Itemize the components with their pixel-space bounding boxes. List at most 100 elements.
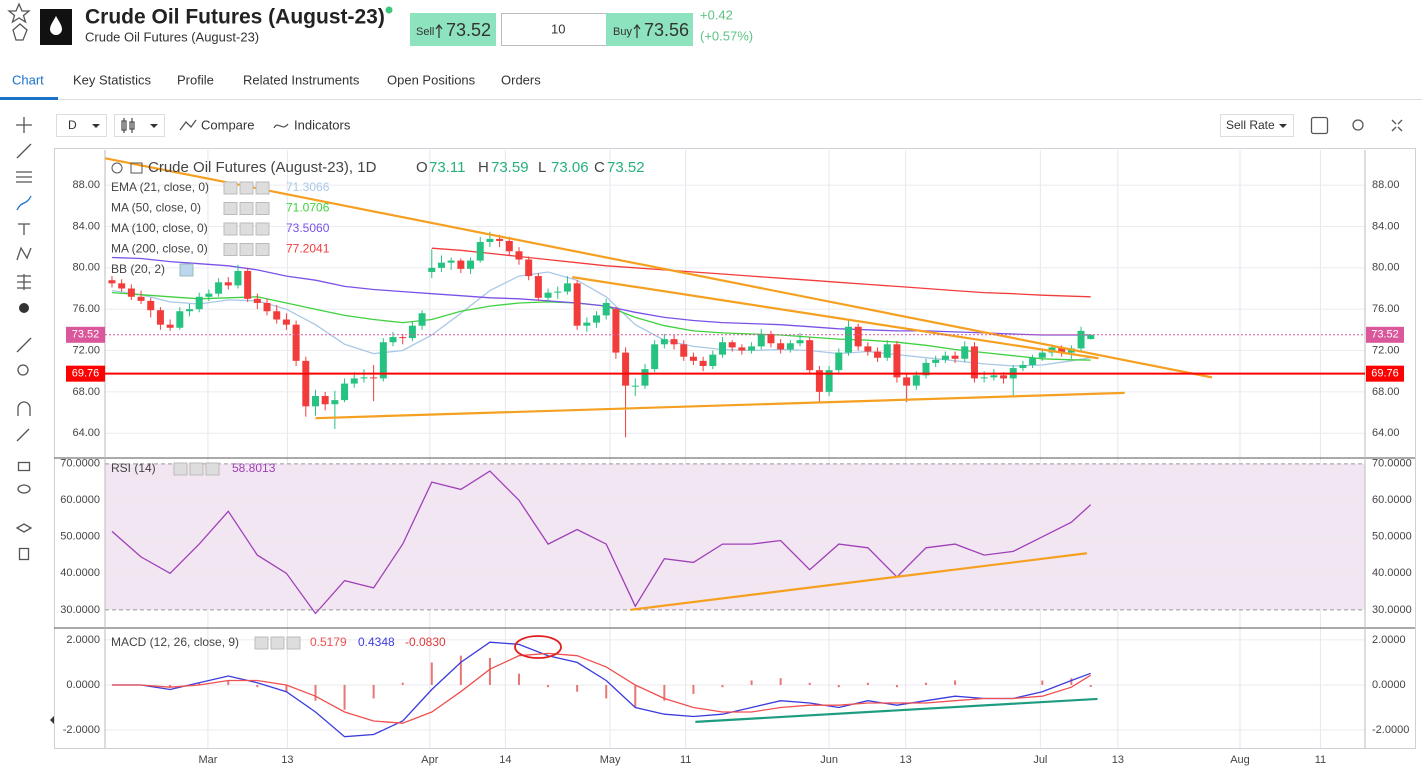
legend-control — [205, 462, 220, 476]
ohlc-key: C — [594, 159, 605, 176]
chart-title: Crude Oil Futures (August-23), 1D — [148, 159, 377, 176]
rate-select[interactable] — [1220, 114, 1294, 137]
candle-body — [525, 259, 533, 277]
tool-fib[interactable] — [16, 171, 32, 183]
indicators-icon — [273, 123, 289, 129]
price-change-pct: (+0.57%) — [700, 28, 753, 43]
indicator-line — [111, 470, 1092, 615]
price-label: 69.76 — [1371, 368, 1399, 380]
tab[interactable]: Open Positions — [387, 72, 476, 87]
histogram-bar — [576, 684, 579, 692]
candle-body — [893, 344, 901, 378]
tool-layers[interactable] — [15, 523, 33, 533]
instrument-title: Crude Oil Futures (August-23) — [85, 6, 385, 29]
ohlc-value: 73.52 — [607, 159, 645, 176]
price-label-box — [1366, 326, 1404, 343]
candle-body — [835, 352, 843, 371]
indicators-button[interactable]: Indicators — [294, 117, 351, 132]
candle-body — [147, 300, 155, 311]
candle-body — [961, 346, 969, 359]
ohlc-value: 73.59 — [491, 159, 529, 176]
trendline — [315, 391, 1125, 420]
candle-body — [680, 344, 688, 357]
tab[interactable]: Orders — [501, 72, 541, 87]
trendline — [572, 276, 1099, 360]
candle-body — [137, 296, 145, 301]
tool-pattern[interactable] — [16, 246, 32, 261]
tool-lock[interactable] — [17, 461, 31, 472]
histogram-bar — [227, 680, 230, 685]
candle-body — [302, 360, 310, 407]
histogram-bar — [1070, 678, 1073, 685]
price-label: 69.76 — [72, 368, 100, 380]
tool-help[interactable] — [19, 303, 29, 313]
y-tick-label-left: 30.0000 — [60, 604, 100, 616]
candle-body — [670, 339, 678, 345]
collapse-arrow[interactable] — [50, 716, 54, 724]
candle-body — [874, 351, 882, 358]
histogram-bar — [1041, 680, 1044, 685]
tool-crosshair[interactable] — [16, 117, 32, 133]
indicator-line — [431, 247, 1091, 298]
candle-body — [486, 238, 494, 242]
tool-visibility[interactable] — [17, 484, 31, 494]
instrument-subtitle: Crude Oil Futures (August-23) — [85, 29, 259, 44]
interval-select[interactable] — [56, 114, 107, 137]
x-tick-label: 13 — [1112, 754, 1124, 766]
tool-zoom[interactable] — [17, 364, 29, 376]
trendline — [695, 697, 1098, 723]
tool-trendline[interactable] — [16, 143, 32, 159]
candle-body — [806, 340, 814, 371]
tool-lock-drawing[interactable] — [16, 428, 30, 442]
candle-body — [108, 280, 116, 284]
legend-control — [255, 202, 270, 215]
candle-body — [777, 343, 785, 350]
histogram-bar — [750, 680, 753, 685]
candle-body — [583, 322, 591, 326]
chart-area: Mar 13 Apr 14 May 11 Jun 13 Jul 13 Aug 11 64.00 64.00… — [54, 150, 1415, 766]
tool-text[interactable] — [18, 223, 30, 235]
candle-body — [641, 369, 649, 386]
x-tick-label: 13 — [900, 754, 912, 766]
tab[interactable]: Related Instruments — [243, 72, 360, 87]
compare-icon — [179, 119, 197, 131]
tool-magnet[interactable] — [17, 401, 31, 416]
legend-control — [255, 181, 270, 195]
legend-control — [270, 636, 285, 650]
candle-body — [166, 324, 174, 328]
histogram-bar — [285, 684, 288, 692]
candle-body — [544, 292, 552, 298]
candle-body — [593, 315, 601, 323]
histogram-bar — [721, 684, 724, 688]
tab[interactable]: Chart — [12, 72, 44, 87]
screenshot-button[interactable] — [1310, 116, 1329, 135]
y-tick-label-left: 80.00 — [72, 262, 100, 274]
candle-body — [922, 362, 930, 376]
sell-button[interactable] — [410, 13, 496, 46]
legend-control — [223, 202, 238, 215]
histogram-bar — [430, 662, 433, 685]
candle-body — [980, 377, 988, 379]
tool-prediction[interactable] — [17, 274, 31, 290]
buy-button[interactable] — [606, 13, 693, 46]
settings-button[interactable] — [1352, 119, 1364, 131]
status-dot — [385, 6, 393, 14]
tab[interactable]: Profile — [177, 72, 214, 87]
tab[interactable]: Key Statistics — [73, 72, 152, 87]
legend-control — [239, 202, 254, 215]
header: Crude Oil Futures (August-23) Crude Oil … — [7, 2, 753, 46]
histogram-bar — [169, 684, 172, 688]
tool-measure[interactable] — [16, 337, 32, 353]
y-tick-label-left: 72.00 — [72, 344, 100, 356]
candle-body — [505, 240, 513, 252]
candle-body — [311, 395, 319, 407]
chart-type-select[interactable] — [114, 114, 165, 137]
histogram-bar — [692, 684, 695, 694]
compare-button[interactable]: Compare — [201, 117, 254, 132]
tool-delete[interactable] — [18, 547, 30, 561]
legend-control — [239, 222, 254, 236]
y-tick-label-left: 88.00 — [72, 179, 100, 191]
tool-brush[interactable] — [16, 195, 32, 211]
fullscreen-button[interactable] — [1391, 119, 1403, 132]
